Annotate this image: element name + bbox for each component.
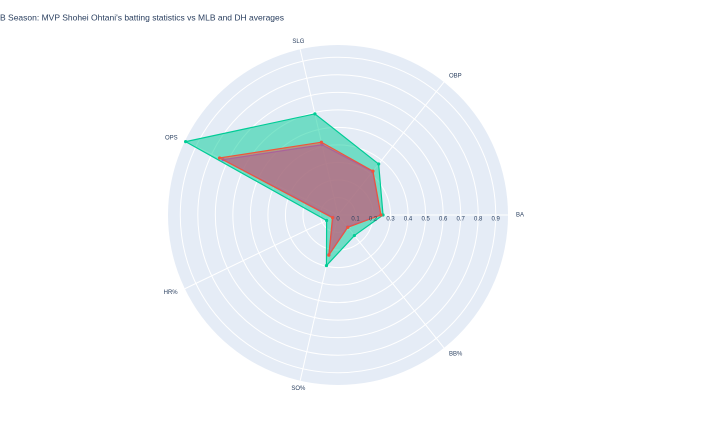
- series-area: [217, 141, 382, 256]
- radial-tick-label: 0.6: [439, 217, 448, 223]
- chart-title: B Season: MVP Shohei Ohtani's batting st…: [0, 12, 284, 22]
- angular-tick-label: SO%: [291, 386, 306, 392]
- series-marker: [184, 140, 188, 144]
- angular-tick-label: SLG: [292, 39, 304, 45]
- radial-tick-label: 0.5: [421, 217, 430, 223]
- radial-tick-label: 0.4: [404, 217, 413, 223]
- radial-tick-label: 0: [336, 217, 340, 223]
- series-marker: [377, 162, 381, 166]
- angular-tick-label: OBP: [449, 73, 462, 79]
- radial-tick-label: 0.9: [492, 217, 501, 223]
- series-marker: [379, 213, 383, 217]
- series-marker: [346, 225, 350, 229]
- angular-grid-line: [184, 214, 339, 290]
- radial-tick-label: 0.7: [457, 217, 466, 223]
- series-marker: [352, 233, 356, 238]
- series-marker: [324, 263, 329, 268]
- angular-tick-label: OPS: [165, 135, 178, 141]
- radial-tick-label: 0.8: [474, 217, 483, 223]
- series-marker: [325, 218, 329, 223]
- series-marker: [319, 140, 323, 144]
- radial-tick-label: 0.2: [369, 217, 378, 223]
- angular-tick-label: BA: [516, 213, 524, 219]
- radial-tick-label: 0.1: [351, 217, 360, 223]
- angular-grid-line: [337, 214, 445, 349]
- series-marker: [330, 216, 335, 220]
- series-marker: [217, 156, 222, 160]
- angular-tick-label: HR%: [164, 290, 179, 296]
- series-marker: [327, 253, 331, 257]
- radial-tick-label: 0.3: [386, 217, 395, 223]
- angular-tick-label: BB%: [449, 352, 463, 358]
- series-marker: [371, 169, 375, 173]
- series-marker: [313, 112, 317, 116]
